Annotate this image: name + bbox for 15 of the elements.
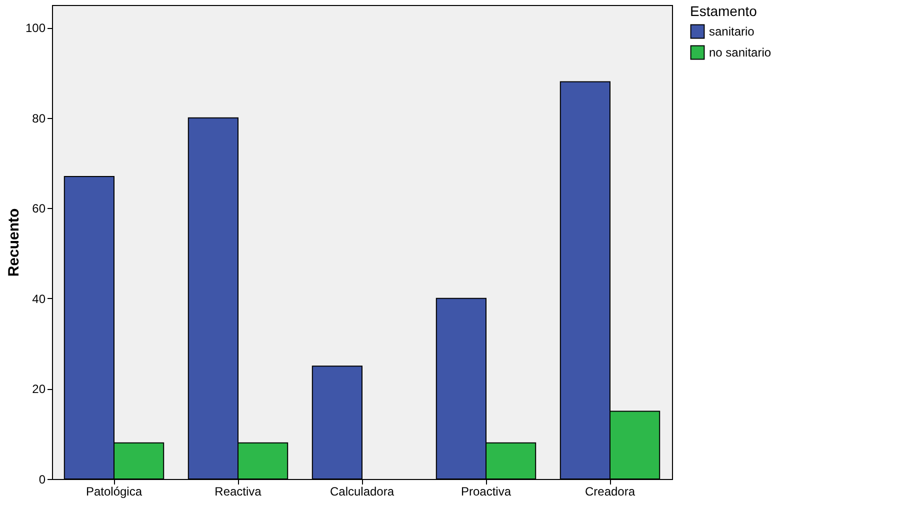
legend-label: no sanitario (709, 46, 772, 60)
legend-label: sanitario (709, 24, 755, 38)
y-tick-label: 100 (25, 21, 46, 36)
x-tick-label: Patológica (86, 484, 142, 498)
y-tick-label: 60 (32, 202, 46, 216)
y-tick-label: 40 (32, 292, 46, 306)
x-tick-label: Reactiva (214, 484, 262, 498)
legend-title: Estamento (690, 3, 758, 19)
y-tick-label: 0 (38, 472, 46, 486)
y-axis-title: Recuento (5, 208, 22, 277)
y-tick-label: 80 (32, 111, 46, 126)
x-tick-label: Calculadora (330, 484, 394, 498)
y-tick-label: 20 (32, 382, 46, 396)
x-tick-label: Proactiva (460, 484, 512, 498)
x-tick-label: Creadora (584, 484, 636, 498)
